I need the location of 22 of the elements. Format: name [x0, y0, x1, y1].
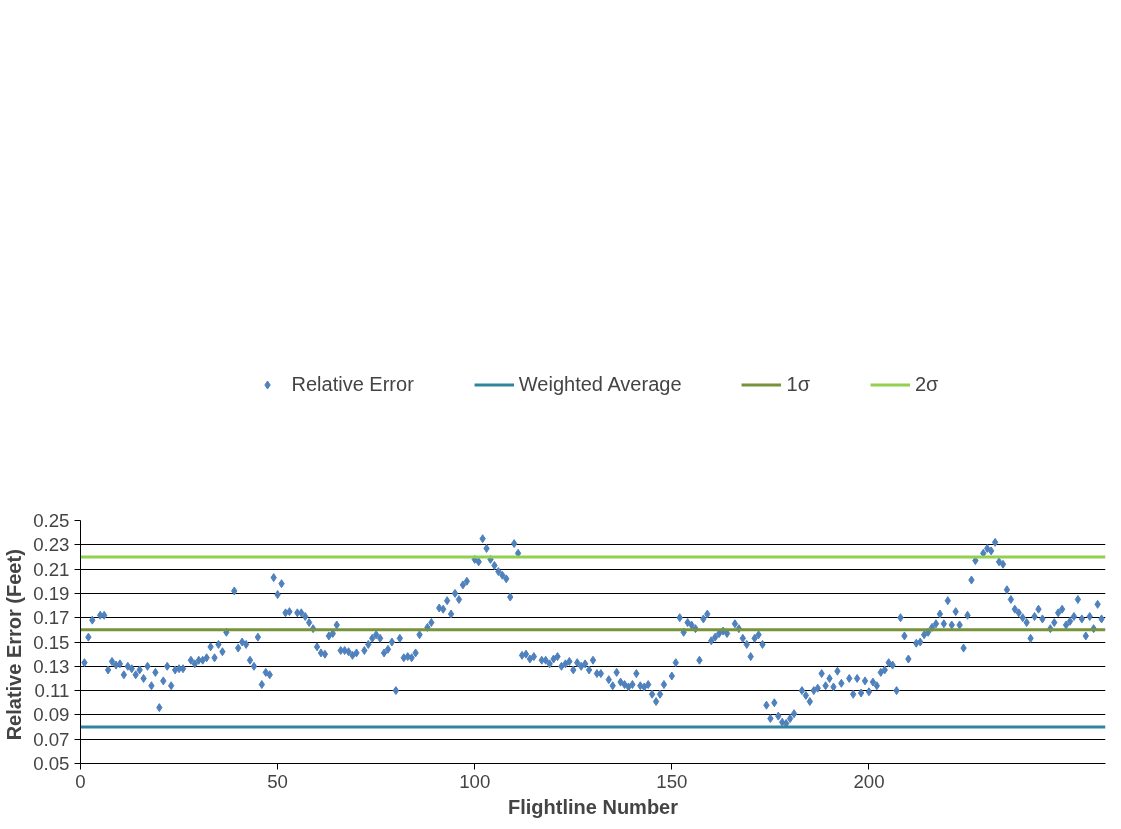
- x-tick-label: 150: [656, 770, 688, 792]
- x-tick-label: 50: [267, 770, 289, 792]
- y-tick-label: 0.05: [33, 753, 70, 774]
- y-tick-label: 0.19: [33, 582, 70, 604]
- x-axis-title: Flightline Number: [508, 795, 679, 818]
- legend-label: Relative Error: [291, 372, 414, 396]
- y-tick-label: 0.15: [33, 631, 70, 653]
- x-tick-label: 0: [75, 770, 86, 792]
- x-tick-label: 100: [459, 770, 491, 792]
- y-tick-label: 0.11: [34, 680, 70, 702]
- legend-label: Weighted Average: [518, 372, 682, 396]
- x-tick-label: 200: [853, 770, 885, 792]
- y-tick-label: 0.23: [33, 534, 70, 556]
- legend-label: 2σ: [914, 372, 939, 396]
- y-axis-title: Relative Error (Feet): [3, 549, 26, 741]
- y-tick-label: 0.13: [33, 655, 70, 677]
- y-tick-label: 0.21: [33, 558, 70, 580]
- y-tick-label: 0.07: [33, 728, 70, 750]
- y-tick-label: 0.09: [33, 704, 70, 726]
- y-tick-label: 0.17: [33, 607, 70, 629]
- y-tick-label: 0.25: [33, 510, 70, 531]
- legend-label: 1σ: [786, 372, 810, 396]
